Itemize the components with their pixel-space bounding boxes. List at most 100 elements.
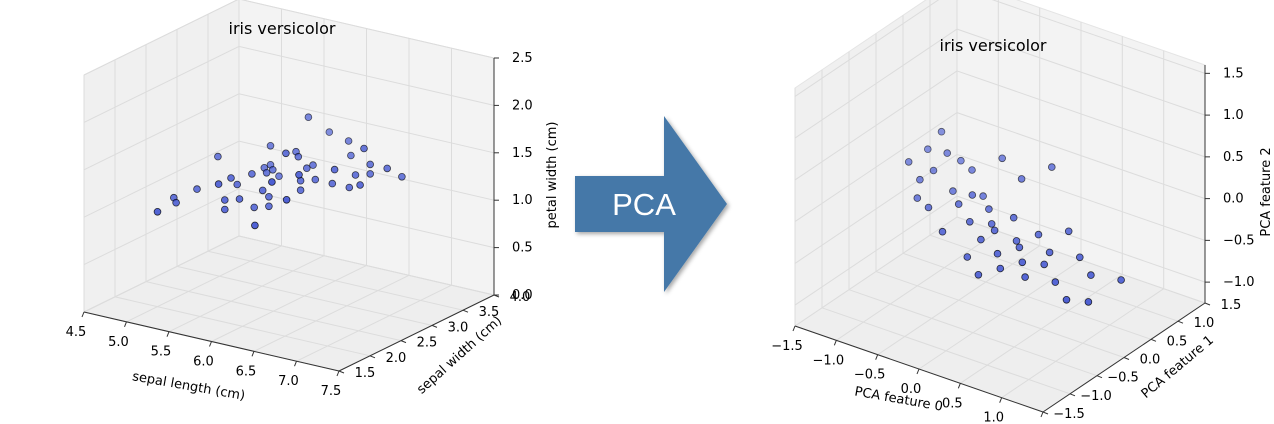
scatter-point xyxy=(1012,237,1021,245)
tick-labels: 4.55.05.56.06.57.07.51.52.02.53.03.54.00… xyxy=(66,51,533,399)
axes-panes xyxy=(793,0,1207,413)
z-tick-label: 2.5 xyxy=(512,51,533,66)
scatter-point xyxy=(1018,258,1027,267)
y-tick-label: −1.0 xyxy=(1080,389,1112,404)
x-tick-label: 0.0 xyxy=(901,382,922,397)
y-tick-mark xyxy=(462,309,469,313)
scatter-point xyxy=(282,196,291,204)
x-tick-mark xyxy=(792,325,796,332)
pca-arrow-shape xyxy=(575,116,727,292)
y-tick-mark xyxy=(1123,357,1130,360)
z-tick-label: 0.0 xyxy=(1223,192,1244,207)
y-tick-mark xyxy=(1177,320,1184,324)
grid-line-z xyxy=(794,112,1206,223)
scatter-point xyxy=(1034,230,1043,239)
scatter-point xyxy=(153,208,162,216)
grid-line-z xyxy=(794,28,1206,139)
grid-line-y xyxy=(956,0,1206,304)
scatter-point xyxy=(963,253,972,261)
x-tick-label: −1.0 xyxy=(813,353,845,368)
scatter-point xyxy=(214,180,223,188)
scatter-point xyxy=(990,226,999,235)
chart-title-right: iris versicolor xyxy=(940,36,1047,55)
y-tick-label: 1.5 xyxy=(1221,298,1242,313)
scatter-point xyxy=(193,185,201,193)
scatter-point xyxy=(172,198,180,207)
scatter-point xyxy=(1084,298,1093,306)
y-tick-label: 3.0 xyxy=(448,320,469,335)
scatter-point xyxy=(1062,295,1071,304)
grid-line-y xyxy=(902,15,1152,340)
y-tick-mark xyxy=(431,324,438,328)
x-tick-mark xyxy=(875,354,879,360)
x-tick-mark xyxy=(336,370,340,377)
chart-title-left: iris versicolor xyxy=(229,19,336,38)
scatter-point xyxy=(949,187,957,195)
grid-line-z xyxy=(83,45,495,123)
scatter-point xyxy=(904,158,913,166)
y-tick-mark xyxy=(1042,411,1049,415)
grid-line-z xyxy=(794,0,1206,97)
z-tick-label: 1.0 xyxy=(512,193,533,208)
axis-lines xyxy=(81,57,500,377)
scatter-point xyxy=(227,174,235,182)
scatter-point xyxy=(1087,271,1095,279)
x-tick-mark xyxy=(166,331,170,337)
scatter-point xyxy=(304,113,313,121)
scatter-point xyxy=(977,235,985,244)
grid-line-z xyxy=(794,70,1206,181)
scatter-point xyxy=(268,166,277,174)
scatter-point xyxy=(258,186,267,195)
y-tick-label: 1.0 xyxy=(1194,316,1215,331)
scatter-point xyxy=(221,196,229,204)
scatter-point xyxy=(275,172,283,181)
y-tick-label: 0.0 xyxy=(1140,353,1161,368)
scatter-point xyxy=(974,270,983,279)
scatter-point xyxy=(1076,253,1084,262)
y-tick-mark xyxy=(1150,338,1157,342)
x-tick-mark xyxy=(916,368,920,375)
scatter-point xyxy=(1009,213,1018,222)
x-tick-mark xyxy=(294,360,297,367)
scatter-point xyxy=(937,127,946,136)
tick-labels: −1.5−1.0−0.50.00.51.01.5−1.5−1.0−0.50.00… xyxy=(771,66,1254,424)
scatter-point xyxy=(295,171,303,179)
z-tick-label: 1.5 xyxy=(512,146,533,161)
scatter-point xyxy=(938,227,947,236)
scatter-point xyxy=(356,181,364,189)
y-tick-mark xyxy=(1096,375,1103,379)
x-tick-label: −0.5 xyxy=(854,368,886,383)
x-tick-mark xyxy=(957,383,961,389)
scatter-point xyxy=(214,152,222,161)
scatter-point xyxy=(330,165,339,174)
x-tick-mark xyxy=(999,397,1003,403)
x-axis-label-left: sepal length (cm) xyxy=(131,369,246,404)
scatter-point xyxy=(985,205,993,213)
plot-iris-pca: −1.5−1.0−0.50.00.51.01.5−1.5−1.0−0.50.00… xyxy=(771,0,1274,424)
scatter-point xyxy=(968,166,976,174)
scatter-point xyxy=(916,175,924,184)
scatter-point xyxy=(347,151,355,160)
scatter-point xyxy=(979,192,987,200)
scatter-point xyxy=(366,170,375,178)
scatter-point xyxy=(965,218,974,226)
scatter-point xyxy=(262,169,271,177)
scatter-point xyxy=(248,170,256,178)
y-tick-label: 1.5 xyxy=(355,366,376,381)
grid-line-y xyxy=(821,69,1071,395)
z-tick-label: 1.5 xyxy=(1223,66,1244,81)
scatter-point xyxy=(268,178,276,186)
plot-iris-original: 4.55.05.56.06.57.07.51.52.02.53.03.54.00… xyxy=(66,0,560,404)
scatter-point xyxy=(383,164,392,173)
y-tick-label: 2.0 xyxy=(386,351,407,366)
y-tick-mark xyxy=(1069,393,1076,397)
scatter-point xyxy=(993,249,1002,258)
scatter-point xyxy=(328,179,337,188)
scatter-point xyxy=(309,161,317,169)
scatter-point xyxy=(266,142,275,150)
x-tick-label: 6.0 xyxy=(193,355,214,370)
y-tick-label: −1.5 xyxy=(1053,407,1085,422)
scatter-point xyxy=(265,202,273,211)
grid-line-z xyxy=(794,153,1206,264)
